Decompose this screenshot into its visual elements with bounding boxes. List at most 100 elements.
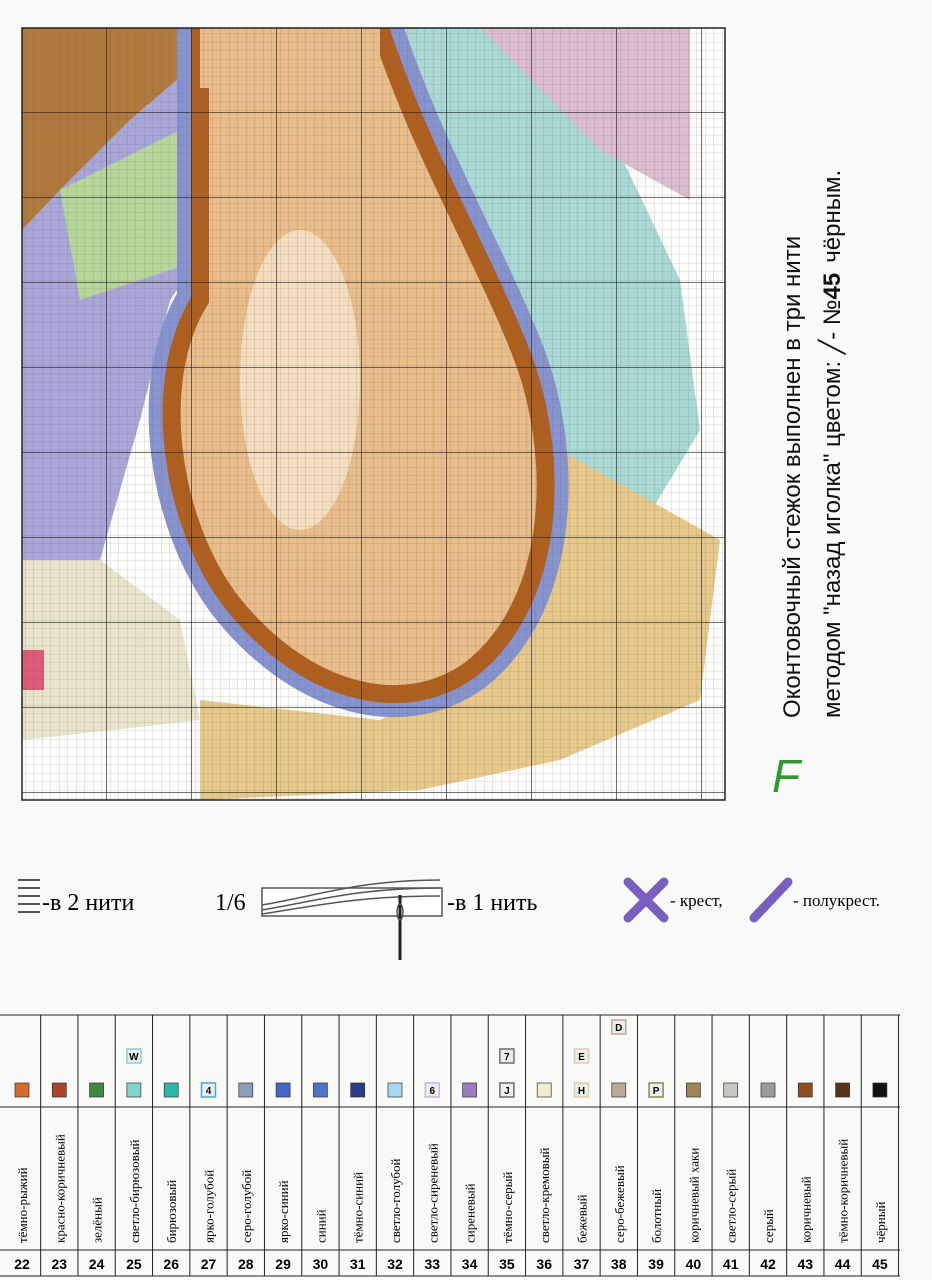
color-name: светло-серый	[724, 1169, 739, 1243]
color-name: зелёный	[90, 1197, 105, 1243]
symbol-icon	[51, 1082, 67, 1098]
symbol-icon	[499, 1048, 515, 1064]
color-name: тёмно-синий	[351, 1172, 366, 1243]
section-label: F	[772, 750, 803, 802]
color-name: синий	[313, 1209, 328, 1243]
symbol-letter: H	[578, 1086, 585, 1097]
symbol-letter: P	[653, 1086, 660, 1097]
color-name: коричневый	[798, 1176, 813, 1243]
color-name: болотный	[649, 1189, 664, 1243]
double-thread-icon	[18, 879, 40, 913]
color-number: 45	[872, 1256, 888, 1272]
color-name: ярко-голубой	[202, 1170, 217, 1243]
stitch-legend: -в 2 нити 1/6 -в 1 нить - крест, - полук…	[18, 877, 880, 960]
color-name: сиреневый	[463, 1183, 478, 1243]
symbol-icon	[200, 1082, 217, 1098]
color-name: тёмно-рыжий	[15, 1167, 30, 1243]
symbol-icon	[686, 1082, 701, 1098]
symbol-icon	[387, 1082, 403, 1098]
color-number: 43	[798, 1256, 814, 1272]
color-name: светло-кремовый	[537, 1148, 552, 1243]
symbol-letter: D	[615, 1023, 622, 1034]
symbol-icon	[350, 1082, 366, 1098]
color-number: 24	[89, 1256, 105, 1272]
symbol-icon	[275, 1082, 291, 1098]
color-name: коричневый хаки	[686, 1148, 701, 1243]
symbol-icon	[797, 1082, 813, 1098]
color-table: 22 тёмно-рыжий 23 красно-коричневый 24 зелёны…	[0, 1014, 900, 1277]
color-name: бирюзовый	[164, 1180, 179, 1243]
color-number: 41	[723, 1256, 739, 1272]
symbol-icon	[14, 1082, 30, 1098]
single-thread-icon	[261, 879, 443, 960]
instruction-text: методом "назад иголка" цветом: ╱- №	[817, 299, 846, 718]
symbol-icon	[499, 1082, 515, 1098]
symbol-icon	[723, 1082, 739, 1098]
instruction-line-1: Оконтовочный стежок выполнен в три нити	[779, 236, 806, 718]
symbol-letter: J	[504, 1086, 510, 1097]
symbol-icon	[126, 1048, 142, 1064]
color-number: 38	[611, 1256, 627, 1272]
color-name: светло-бирюзовый	[127, 1140, 142, 1243]
half-cross-icon	[749, 877, 793, 923]
color-number: 28	[238, 1256, 254, 1272]
bold-grid	[22, 28, 725, 800]
symbol-icon	[89, 1082, 104, 1098]
symbol-icon	[462, 1082, 477, 1098]
symbol-icon	[536, 1082, 552, 1098]
symbol-icon	[760, 1082, 776, 1098]
legend-text: - полукрест.	[793, 891, 880, 910]
instruction-text: чёрным.	[819, 170, 846, 263]
color-number: 39	[648, 1256, 664, 1272]
legend-text: -в 1 нить	[447, 890, 538, 916]
color-number: 42	[760, 1256, 776, 1272]
symbol-icon	[611, 1019, 627, 1035]
thread-number: 45	[819, 273, 846, 300]
instruction-line-2: методом "назад иголка" цветом: ╱- №45 чёр…	[817, 170, 846, 718]
color-number: 35	[499, 1256, 515, 1272]
symbol-icon	[126, 1082, 142, 1098]
color-number: 29	[275, 1256, 291, 1272]
symbol-letter: 4	[206, 1086, 212, 1097]
color-number: 36	[536, 1256, 552, 1272]
cross-icon	[623, 877, 669, 923]
symbol-icon	[573, 1048, 590, 1064]
color-number: 25	[126, 1256, 142, 1272]
symbol-icon	[163, 1082, 179, 1098]
color-number: 37	[574, 1256, 590, 1272]
legend-text: - крест,	[670, 891, 723, 910]
color-name: тёмно-коричневый	[836, 1139, 851, 1243]
symbol-icon	[313, 1082, 328, 1098]
color-name: серый	[761, 1209, 776, 1243]
symbol-icon	[238, 1082, 254, 1098]
color-number: 31	[350, 1256, 366, 1272]
color-name: серо-голубой	[239, 1170, 254, 1243]
symbol-letter: 7	[504, 1052, 510, 1063]
symbol-icon	[424, 1082, 441, 1098]
color-number: 22	[14, 1256, 30, 1272]
color-number: 40	[686, 1256, 702, 1272]
color-name: серо-бежевый	[612, 1165, 627, 1243]
symbol-icon	[648, 1082, 664, 1098]
symbol-letter: E	[578, 1052, 585, 1063]
color-name: чёрный	[873, 1202, 888, 1243]
symbol-letter: W	[129, 1052, 139, 1063]
color-number: 23	[52, 1256, 68, 1272]
color-name: бежевый	[575, 1194, 590, 1243]
color-number: 27	[201, 1256, 217, 1272]
stitch-chart	[22, 28, 725, 800]
legend-text: -в 2 нити	[42, 890, 135, 916]
color-name: красно-коричневый	[52, 1134, 67, 1243]
color-name: светло-голубой	[388, 1158, 403, 1243]
symbol-icon	[835, 1082, 850, 1098]
color-number: 26	[163, 1256, 179, 1272]
chart-frame	[21, 27, 726, 801]
color-number: 30	[313, 1256, 329, 1272]
color-name: светло-сиреневый	[425, 1143, 440, 1243]
color-number: 34	[462, 1256, 478, 1272]
symbol-icon	[573, 1082, 590, 1098]
color-number: 32	[387, 1256, 403, 1272]
color-number: 33	[425, 1256, 441, 1272]
